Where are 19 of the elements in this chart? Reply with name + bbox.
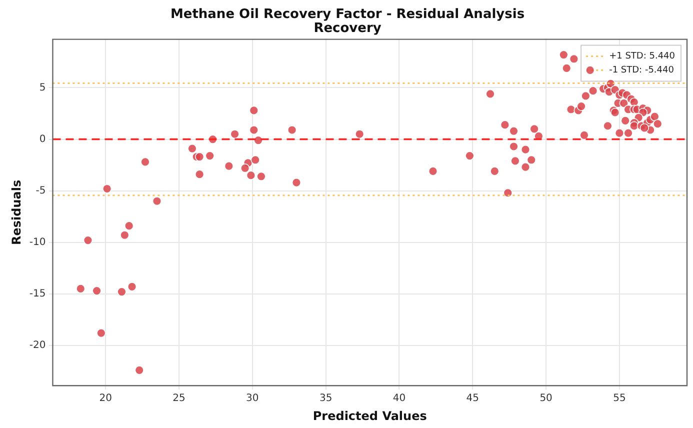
x-axis-title: Predicted Values: [312, 408, 427, 423]
x-tick-label: 40: [392, 393, 406, 404]
y-tick-label: -5: [36, 185, 46, 196]
x-tick-label: 35: [319, 393, 332, 404]
legend-label: +1 STD: 5.440: [609, 52, 676, 62]
x-tick-label: 30: [246, 393, 259, 404]
y-tick-label: -20: [29, 340, 46, 351]
x-tick-label: 50: [540, 393, 552, 404]
x-tick-label: 45: [466, 393, 480, 404]
chart-title: Methane Oil Recovery Factor - Residual Analysis Recovery: [170, 7, 525, 36]
y-tick-label: -10: [29, 236, 46, 248]
y-axis-title: Residuals: [9, 180, 24, 246]
legend-label: -1 STD: -5.440: [609, 66, 674, 76]
y-tick-label: 5: [39, 82, 46, 94]
y-tick-label: 0: [39, 134, 46, 145]
x-tick-label: 20: [99, 393, 112, 404]
y-tick-label: -15: [29, 288, 46, 300]
x-tick-label: 55: [613, 393, 626, 404]
x-tick-label: 25: [172, 393, 186, 404]
